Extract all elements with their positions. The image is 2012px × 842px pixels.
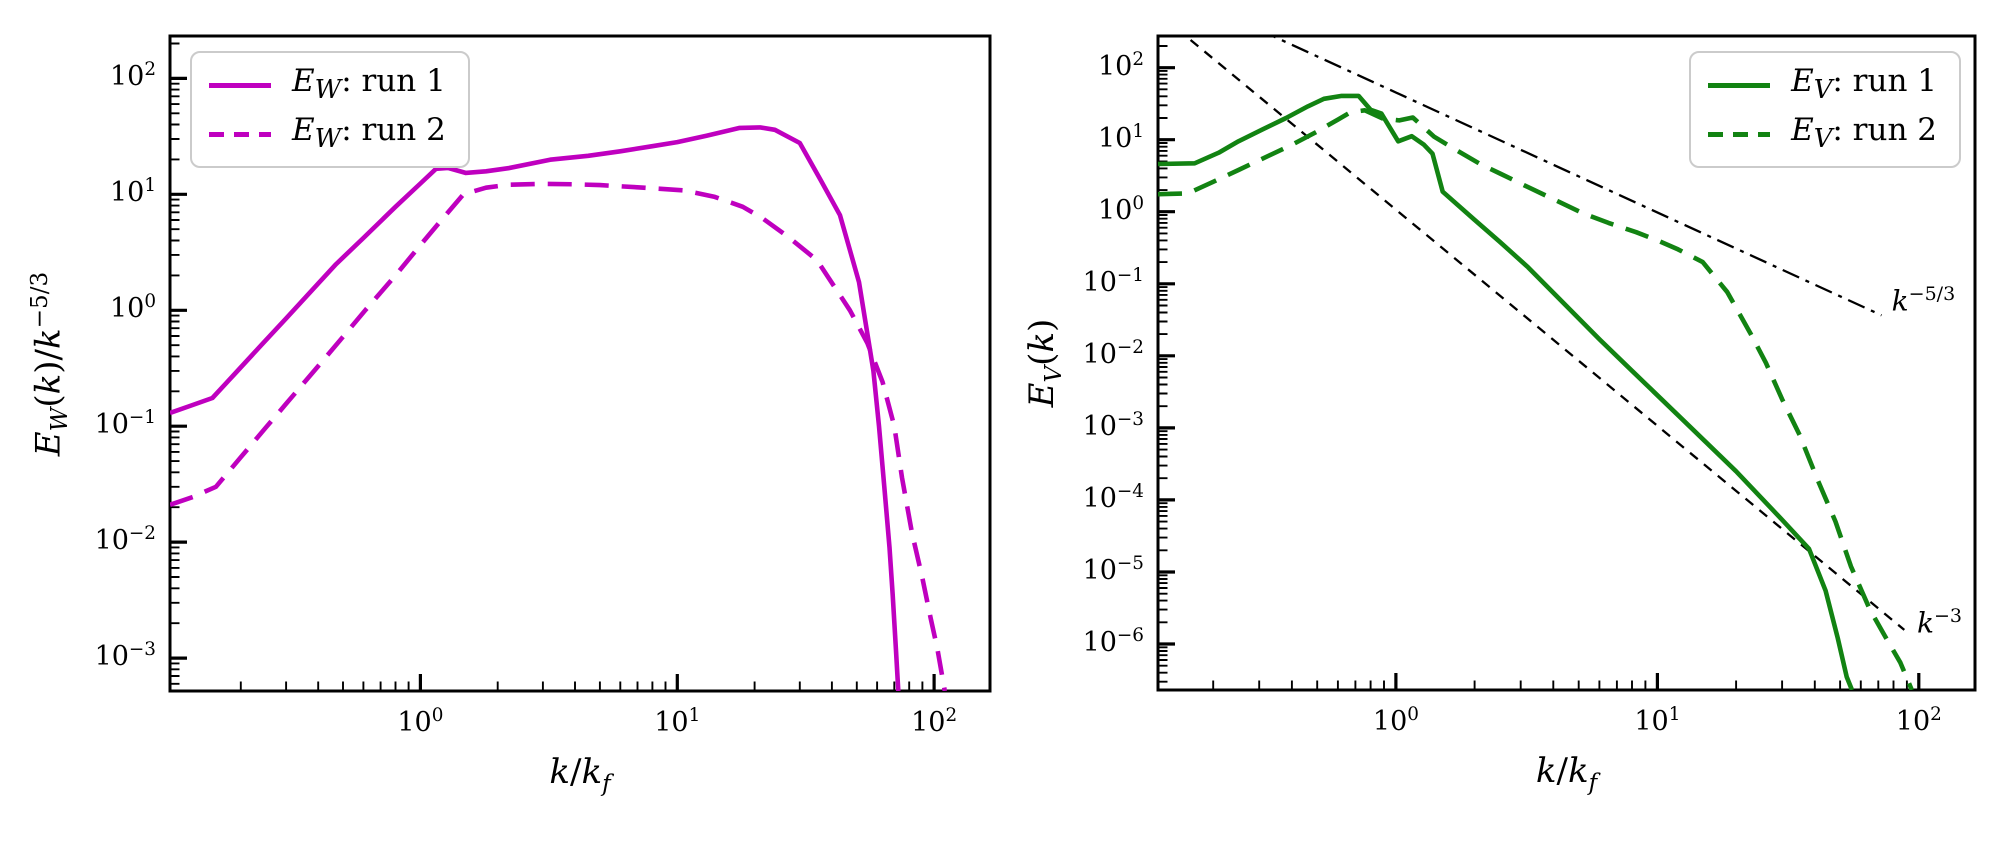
left-legend-entry-0: EW: run 1 (209, 66, 446, 104)
right-x-tick-label: 100 (1372, 704, 1419, 737)
right-major-ticks (1158, 66, 1921, 690)
right-legend: EV: run 1 EV: run 2 (1689, 51, 1961, 169)
left-y-tick-label: 102 (109, 59, 156, 93)
left-y-tick-label: 100 (109, 291, 156, 325)
left-legend-label-0: EW: run 1 (292, 63, 446, 106)
right-legend-entry-1: EV: run 2 (1708, 115, 1937, 153)
right-y-tick-label: 102 (1097, 48, 1144, 82)
right-legend-label-1: EV: run 2 (1791, 112, 1937, 155)
right-y-tick-label: 101 (1097, 120, 1144, 154)
right-y-tick-label: 10−3 (1082, 408, 1144, 442)
right-annotation-0: k−5/3 (1891, 283, 1956, 318)
left-panel (168, 34, 992, 693)
right-legend-entry-0: EV: run 1 (1708, 66, 1937, 104)
left-y-tick-label: 10−3 (94, 639, 156, 673)
right-x-tick-label: 101 (1634, 704, 1681, 737)
left-x-axis-label: k/kf (549, 752, 611, 797)
right-y-tick-label: 100 (1097, 192, 1144, 226)
right-k-5-3-reference-line (1269, 36, 1882, 317)
right-y-axis-label: EV(k) (1022, 318, 1067, 408)
left-axes-spines (168, 34, 992, 693)
left-x-tick-label: 100 (397, 705, 444, 738)
dashed-line-swatch (1708, 131, 1771, 137)
right-y-tick-label: 10−6 (1082, 625, 1144, 658)
solid-line-swatch (1708, 82, 1771, 88)
right-x-axis-label: k/kf (1535, 751, 1598, 796)
left-e-w-run-2-line (170, 181, 948, 691)
solid-line-swatch (209, 82, 271, 88)
left-y-tick-label: 101 (109, 175, 156, 209)
left-legend: EW: run 1 EW: run 2 (190, 51, 470, 169)
left-x-tick-label: 102 (911, 705, 958, 738)
left-legend-entry-1: EW: run 2 (209, 115, 446, 153)
left-y-tick-label: 10−1 (94, 407, 156, 441)
left-major-ticks (170, 76, 936, 691)
right-e-v-run-1-line (1158, 93, 1855, 690)
left-x-tick-label: 101 (654, 705, 701, 738)
right-legend-label-0: EV: run 1 (1791, 63, 1937, 106)
left-y-axis-label: EW(k)/k−5/3 (27, 271, 74, 457)
left-y-tick-label: 10−2 (94, 523, 156, 557)
right-panel (1156, 34, 1977, 692)
right-x-tick-label: 102 (1895, 704, 1942, 737)
right-y-tick-label: 10−2 (1082, 336, 1144, 370)
right-k-3-reference-line (1183, 36, 1906, 631)
right-y-tick-label: 10−4 (1082, 480, 1144, 514)
right-annotation-1: k−3 (1917, 604, 1963, 639)
right-y-tick-label: 10−5 (1082, 552, 1144, 586)
right-minor-ticks (1158, 45, 1908, 690)
left-e-w-run-1-line (170, 125, 901, 691)
dashed-line-swatch (209, 131, 271, 137)
left-minor-ticks (170, 42, 924, 691)
right-y-tick-label: 10−1 (1082, 264, 1144, 298)
left-legend-label-1: EW: run 2 (292, 112, 446, 155)
